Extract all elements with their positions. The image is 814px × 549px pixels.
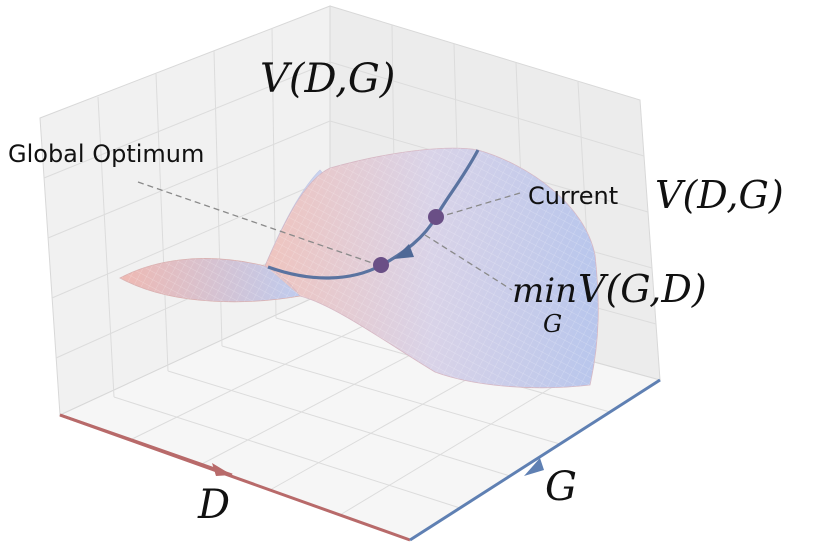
current-value-label: V(D,G) <box>655 173 784 217</box>
optimum-point <box>373 257 389 273</box>
optimization-path <box>267 149 480 280</box>
g-axis-arrow <box>524 458 544 476</box>
saddle-surface <box>119 147 599 389</box>
title-value: V(D,G) <box>260 56 395 102</box>
global-optimum-leader <box>137 181 379 266</box>
path-arrowhead <box>394 244 414 259</box>
current-point <box>428 209 444 225</box>
g-axis <box>409 378 661 542</box>
g-axis-label: G <box>545 464 577 510</box>
current-leader <box>435 192 521 219</box>
min-word: min <box>512 271 577 311</box>
surface-mesh-left <box>120 258 300 302</box>
current-label: Current <box>528 182 618 210</box>
global-optimum-label: Global Optimum <box>8 140 204 168</box>
d-axis-label: D <box>197 482 230 528</box>
d-axis <box>59 413 411 542</box>
surface-mesh-overlay <box>265 148 599 388</box>
leader-lines <box>137 181 521 291</box>
min-leader <box>424 234 513 291</box>
min-subscript: G <box>543 310 562 338</box>
g-axis-line <box>409 378 661 542</box>
min-value-label: V(G,D) <box>578 267 707 311</box>
